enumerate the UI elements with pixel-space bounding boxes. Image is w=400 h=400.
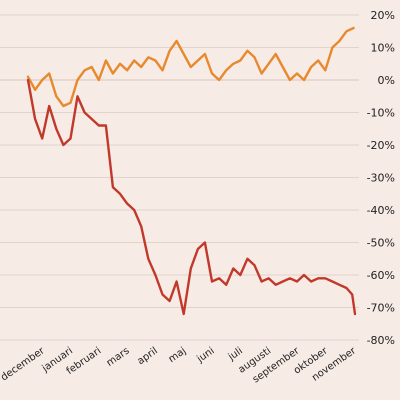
- x-tick-label: juli: [226, 345, 245, 363]
- y-tick-label: -80%: [367, 334, 395, 347]
- grid-lines: [0, 14, 359, 341]
- series-line-1: [26, 26, 355, 108]
- y-tick-label: -70%: [367, 302, 395, 315]
- y-tick-label: -10%: [367, 107, 395, 120]
- x-tick-label: april: [135, 345, 159, 367]
- y-tick-label: -60%: [367, 269, 395, 282]
- y-tick-label: -20%: [367, 139, 395, 152]
- x-tick-label: mars: [105, 345, 132, 368]
- series-line-2: [26, 78, 357, 316]
- y-tick-label: -50%: [367, 237, 395, 250]
- x-tick-label: juni: [195, 345, 217, 365]
- y-axis-ticks: 20% 10% 0% -10% -20% -30% -40% -50% -60% -70% -80%: [367, 9, 395, 347]
- x-tick-label: maj: [167, 345, 189, 365]
- y-tick-label: 10%: [371, 42, 395, 55]
- y-tick-label: -30%: [367, 172, 395, 185]
- y-tick-label: 20%: [371, 9, 395, 22]
- y-tick-label: 0%: [378, 74, 395, 87]
- series-lines: [26, 26, 357, 316]
- y-tick-label: -40%: [367, 204, 395, 217]
